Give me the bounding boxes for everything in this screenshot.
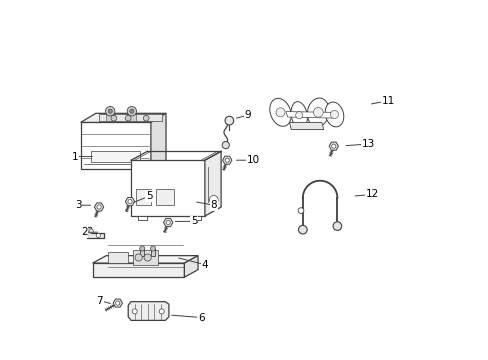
Circle shape [150,246,155,251]
Text: 7: 7 [96,296,103,306]
Polygon shape [131,160,204,216]
Circle shape [224,116,233,125]
Text: 5: 5 [190,216,197,226]
Text: 9: 9 [244,110,251,120]
Polygon shape [128,302,168,320]
Text: 4: 4 [201,260,208,270]
Circle shape [135,254,142,261]
Polygon shape [127,114,136,121]
Polygon shape [87,227,104,238]
Circle shape [111,115,117,121]
Text: 6: 6 [198,312,204,323]
Polygon shape [285,112,332,118]
Circle shape [224,158,229,162]
Polygon shape [151,248,155,256]
Circle shape [143,115,149,121]
Circle shape [313,107,323,117]
Circle shape [132,309,137,314]
Polygon shape [108,252,127,263]
Circle shape [331,144,335,148]
Text: 8: 8 [210,200,217,210]
Polygon shape [113,299,122,307]
Circle shape [129,109,134,113]
Text: 1: 1 [72,152,79,162]
Polygon shape [91,151,140,162]
Circle shape [159,309,164,314]
Polygon shape [269,98,290,126]
Circle shape [275,108,285,117]
Circle shape [125,115,131,121]
Polygon shape [325,102,343,127]
Circle shape [298,225,306,234]
Circle shape [298,208,303,213]
Text: 5: 5 [145,191,152,201]
Polygon shape [290,102,307,129]
Polygon shape [151,113,166,169]
Polygon shape [307,98,328,127]
Circle shape [127,107,136,116]
Circle shape [209,195,218,204]
Circle shape [222,141,229,149]
Polygon shape [222,156,231,164]
Polygon shape [140,248,144,256]
Polygon shape [92,256,198,263]
Circle shape [332,222,341,230]
Circle shape [128,199,132,204]
Circle shape [116,301,120,305]
Polygon shape [328,142,338,150]
Polygon shape [94,203,103,211]
Polygon shape [133,250,158,265]
Polygon shape [125,198,134,206]
Circle shape [97,205,101,209]
Circle shape [140,246,144,251]
Polygon shape [184,256,198,277]
Polygon shape [92,263,184,277]
Polygon shape [81,122,151,169]
Text: 10: 10 [246,155,260,165]
Polygon shape [136,189,151,205]
Polygon shape [81,113,166,122]
Polygon shape [289,122,323,130]
Text: 3: 3 [75,200,81,210]
Circle shape [144,254,151,261]
Circle shape [105,107,115,116]
Circle shape [330,111,338,118]
Text: 13: 13 [361,139,375,149]
Polygon shape [138,216,147,220]
Polygon shape [204,151,221,216]
Polygon shape [99,114,162,121]
Polygon shape [192,216,201,220]
Polygon shape [156,189,174,205]
Polygon shape [105,114,115,121]
Text: 12: 12 [365,189,378,199]
Text: 11: 11 [381,96,394,106]
Circle shape [89,229,93,233]
Text: 2: 2 [81,227,87,237]
Circle shape [166,220,170,225]
Polygon shape [163,219,172,226]
Circle shape [96,233,101,238]
Circle shape [108,109,112,113]
Circle shape [295,112,302,119]
